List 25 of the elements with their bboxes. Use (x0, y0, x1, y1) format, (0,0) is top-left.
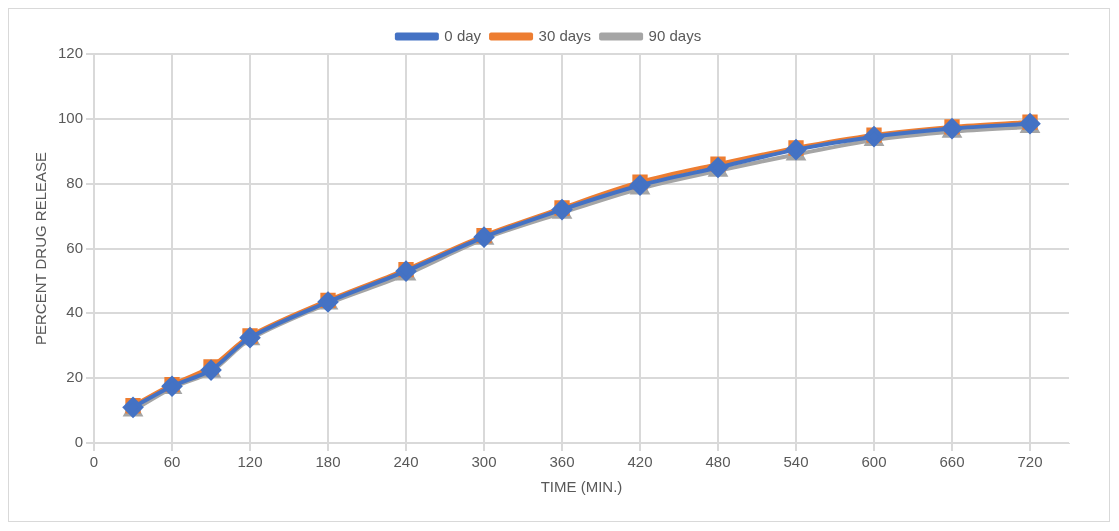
x-tick-label: 720 (1017, 453, 1043, 471)
legend-label: 30 days (538, 26, 592, 44)
y-axis-title: PERCENT DRUG RELEASE (32, 151, 50, 346)
x-tick-label: 360 (549, 453, 575, 471)
x-tick-label: 240 (393, 453, 419, 471)
x-tick-label: 420 (627, 453, 653, 471)
y-tick-label: 100 (58, 108, 84, 126)
y-tick-label: 80 (66, 173, 84, 191)
x-tick-label: 120 (237, 453, 263, 471)
legend-label: 0 day (444, 26, 482, 44)
y-tick-label: 120 (58, 44, 84, 62)
y-tick-label: 20 (66, 368, 84, 386)
x-tick-label: 300 (471, 453, 497, 471)
legend-label: 90 days (648, 26, 702, 44)
x-tick-label: 540 (783, 453, 809, 471)
x-tick-label: 660 (939, 453, 965, 471)
x-tick-label: 600 (861, 453, 887, 471)
x-tick-label: 60 (163, 453, 181, 471)
x-tick-label: 480 (705, 453, 731, 471)
x-axis-title: TIME (MIN.) (540, 478, 623, 496)
y-tick-label: 40 (66, 303, 84, 321)
y-tick-label: 60 (66, 238, 84, 256)
y-tick-label: 0 (74, 433, 84, 451)
x-tick-label: 0 (89, 453, 99, 471)
x-tick-label: 180 (315, 453, 341, 471)
